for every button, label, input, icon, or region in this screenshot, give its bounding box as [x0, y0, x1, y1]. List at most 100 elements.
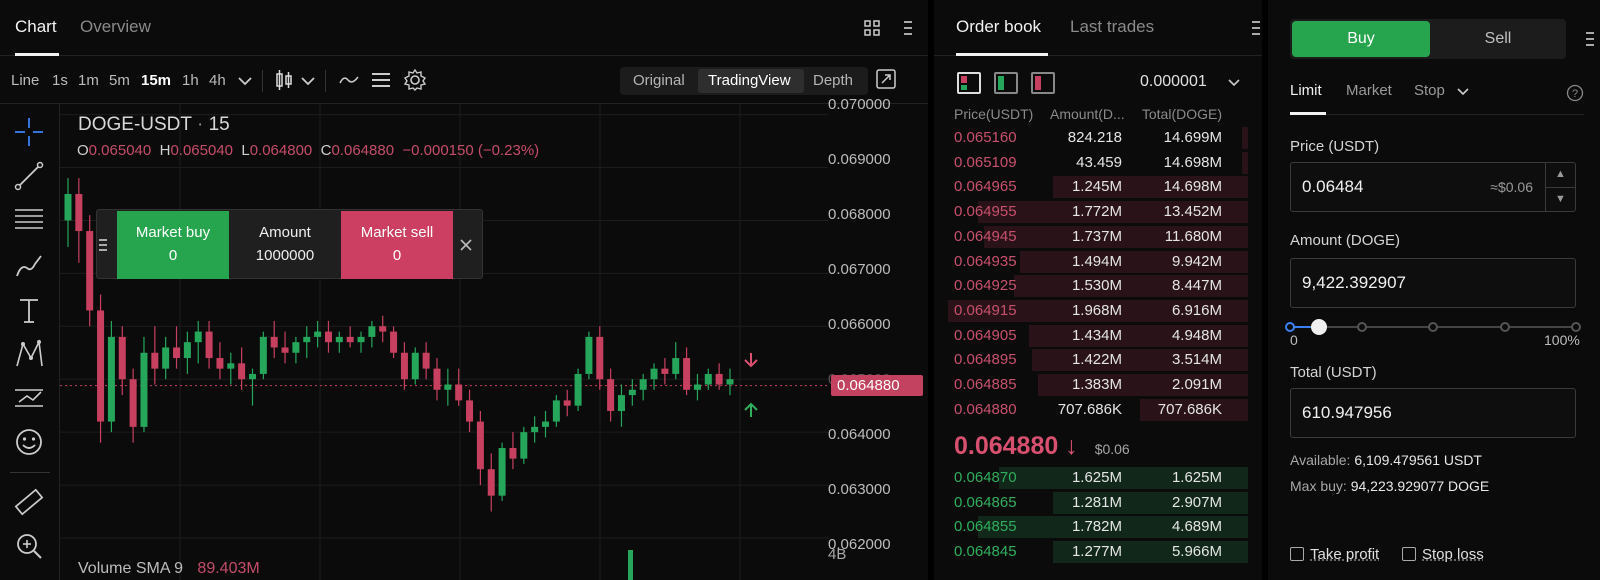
candle: [259, 336, 267, 374]
expand-icon[interactable]: [876, 69, 896, 89]
stepper-up-icon[interactable]: ▲: [1555, 168, 1566, 180]
bid-row[interactable]: 0.064845 1.277M 5.966M: [934, 540, 1262, 564]
amount-field[interactable]: Amount 1000000: [229, 211, 341, 279]
stop-loss-checkbox[interactable]: Stop loss: [1402, 546, 1484, 563]
view-original[interactable]: Original: [633, 72, 685, 89]
tab-chart[interactable]: Chart: [15, 17, 57, 36]
price-input[interactable]: 0.06484 ≈$0.06 ▲ ▼: [1290, 162, 1576, 212]
gear-icon[interactable]: [404, 69, 426, 91]
chevron-down-icon[interactable]: [1457, 88, 1469, 96]
slider-thumb[interactable]: [1310, 319, 1327, 335]
tab-last-trades[interactable]: Last trades: [1070, 17, 1155, 36]
trend-line-icon[interactable]: [13, 160, 45, 192]
total-input[interactable]: 610.947956: [1290, 388, 1576, 438]
book-both-icon[interactable]: [957, 72, 981, 94]
ask-row[interactable]: 0.064945 1.737M 11.680M: [934, 225, 1262, 249]
timeframe-1s[interactable]: 1s: [52, 72, 68, 89]
view-depth[interactable]: Depth: [813, 72, 854, 89]
grid-layout-icon[interactable]: [864, 20, 880, 36]
precision-select[interactable]: 0.000001: [1140, 73, 1207, 90]
ask-row[interactable]: 0.064955 1.772M 13.452M: [934, 200, 1262, 224]
drag-handle-icon[interactable]: [97, 238, 109, 252]
zoom-in-icon[interactable]: [13, 530, 45, 562]
row-amount: 1.782M: [1071, 518, 1122, 535]
close-icon[interactable]: [459, 238, 473, 252]
ask-row[interactable]: 0.064915 1.968M 6.916M: [934, 299, 1262, 323]
arrow-down-icon: ↓: [1065, 432, 1078, 460]
market-buy-button[interactable]: Market buy 0: [117, 211, 229, 279]
market-sell-button[interactable]: Market sell 0: [341, 211, 453, 279]
slider-step[interactable]: [1499, 322, 1510, 332]
indicator-wave-icon[interactable]: [339, 73, 359, 87]
book-bids-icon[interactable]: [994, 72, 1018, 94]
candlestick-chart[interactable]: [60, 104, 928, 580]
emoji-icon[interactable]: [13, 426, 45, 458]
ask-row[interactable]: 0.065160 824.218 14.699M: [934, 126, 1262, 150]
slider-step[interactable]: [1428, 322, 1438, 332]
ask-row[interactable]: 0.065109 43.459 14.698M: [934, 151, 1262, 175]
bid-row[interactable]: 0.064865 1.281M 2.907M: [934, 491, 1262, 515]
tab-order-book[interactable]: Order book: [956, 17, 1042, 36]
ask-row[interactable]: 0.064935 1.494M 9.942M: [934, 250, 1262, 274]
candle: [661, 368, 669, 374]
open-value: 0.065040: [88, 142, 152, 159]
ask-row[interactable]: 0.064885 1.383M 2.091M: [934, 373, 1262, 397]
chevron-down-icon[interactable]: [301, 76, 315, 86]
prediction-icon[interactable]: [13, 382, 45, 414]
view-tradingview[interactable]: TradingView: [708, 72, 791, 89]
brush-icon[interactable]: [13, 250, 45, 282]
row-total: 14.698M: [1163, 178, 1222, 196]
sell-button[interactable]: Sell: [1484, 30, 1512, 47]
tab-overview[interactable]: Overview: [80, 17, 151, 36]
toolbar-divider: [262, 70, 263, 92]
amount-label: Amount (DOGE): [1290, 232, 1401, 249]
timeframe-5m[interactable]: 5m: [109, 72, 130, 89]
bid-row[interactable]: 0.064855 1.782M 4.689M: [934, 515, 1262, 539]
text-icon[interactable]: [13, 294, 45, 326]
open-key: O: [77, 142, 89, 159]
panel-menu-icon[interactable]: [1252, 19, 1262, 37]
ask-row[interactable]: 0.064880 707.686K 707.686K: [934, 398, 1262, 422]
bid-row[interactable]: 0.064870 1.625M 1.625M: [934, 466, 1262, 490]
slider-min-label: 0: [1290, 332, 1298, 348]
crosshair-icon[interactable]: [13, 116, 45, 148]
timeframe-4h[interactable]: 4h: [209, 72, 226, 89]
settings-list-icon[interactable]: [372, 72, 390, 88]
arrow-down-icon: [744, 353, 758, 368]
fib-retracement-icon[interactable]: [13, 204, 45, 236]
candles-icon[interactable]: [275, 70, 293, 90]
order-type-limit[interactable]: Limit: [1290, 82, 1322, 99]
chart-type-line[interactable]: Line: [11, 72, 40, 89]
help-icon[interactable]: ?: [1566, 84, 1584, 102]
timeframe-1m[interactable]: 1m: [78, 72, 99, 89]
panel-menu-icon[interactable]: [1586, 30, 1596, 48]
slider-step[interactable]: [1571, 322, 1581, 332]
slider-step[interactable]: [1285, 322, 1295, 332]
slider-step[interactable]: [1356, 322, 1367, 332]
buy-button[interactable]: Buy: [1292, 21, 1430, 57]
candle: [368, 326, 376, 337]
order-type-stop[interactable]: Stop: [1414, 82, 1445, 99]
book-asks-icon[interactable]: [1031, 72, 1055, 94]
ask-row[interactable]: 0.064895 1.422M 3.514M: [934, 348, 1262, 372]
candle: [346, 336, 354, 343]
amount-input[interactable]: 9,422.392907: [1290, 258, 1576, 308]
chevron-down-icon[interactable]: [1228, 79, 1240, 87]
panel-menu-icon[interactable]: [904, 19, 914, 37]
ask-row[interactable]: 0.064905 1.434M 4.948M: [934, 324, 1262, 348]
chevron-down-icon[interactable]: [238, 76, 252, 86]
timeframe-15m[interactable]: 15m: [141, 72, 172, 89]
ruler-icon[interactable]: [13, 486, 45, 518]
ask-row[interactable]: 0.064925 1.530M 8.447M: [934, 274, 1262, 298]
row-total: 6.916M: [1171, 301, 1222, 319]
candle: [650, 368, 658, 380]
amount-slider[interactable]: [1285, 319, 1581, 335]
take-profit-checkbox[interactable]: Take profit: [1290, 546, 1379, 563]
timeframe-1h[interactable]: 1h: [182, 72, 199, 89]
ask-row[interactable]: 0.064965 1.245M 14.698M: [934, 175, 1262, 199]
stepper-down-icon[interactable]: ▼: [1546, 187, 1575, 211]
row-price: 0.064905: [954, 326, 1017, 344]
price-axis-label: 0.070000: [828, 96, 891, 113]
pattern-icon[interactable]: [13, 338, 45, 370]
order-type-market[interactable]: Market: [1346, 82, 1392, 99]
